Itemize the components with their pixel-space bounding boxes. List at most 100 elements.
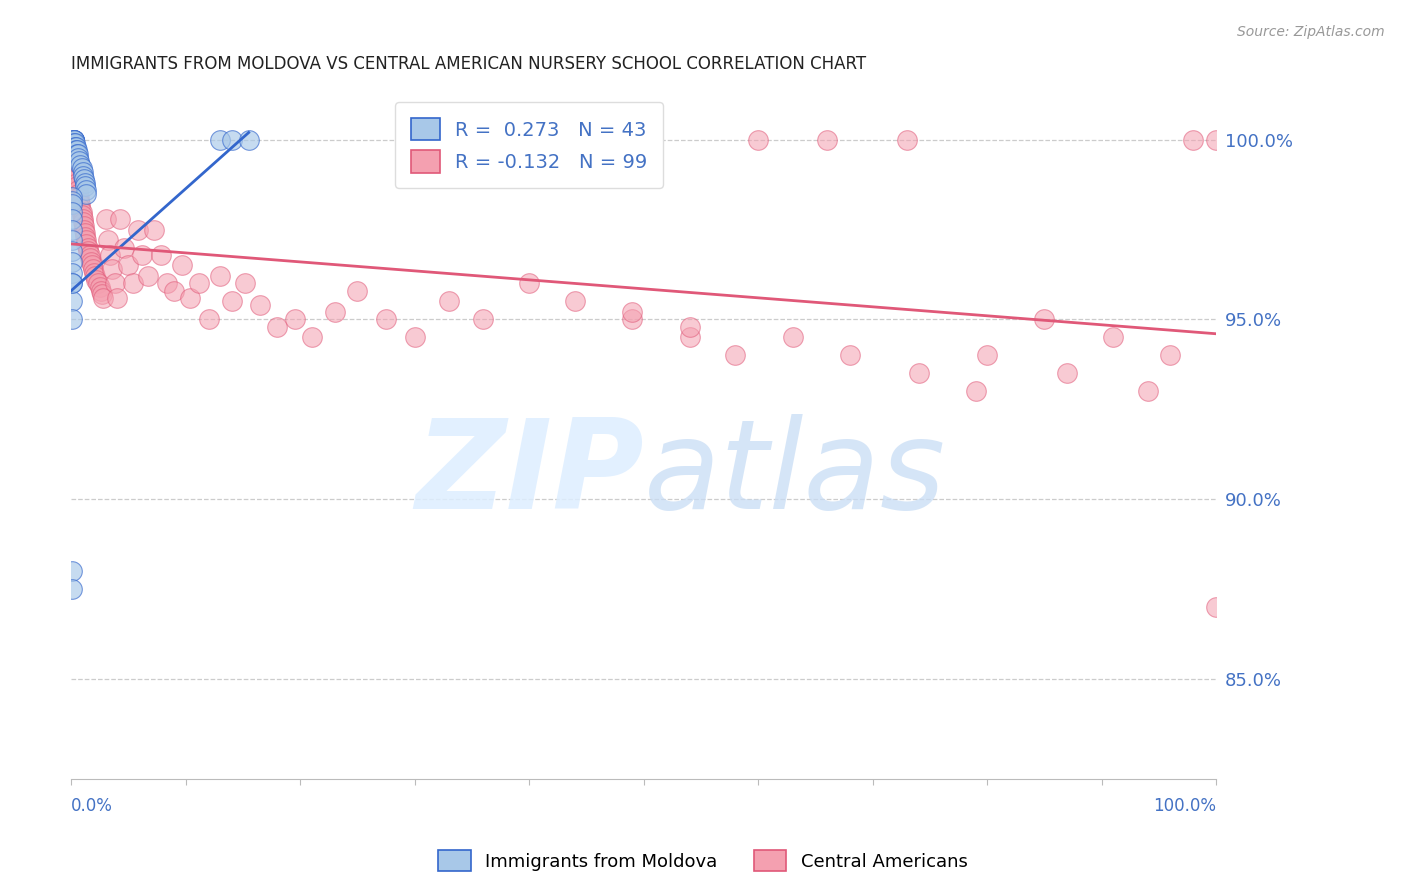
Point: [75, 183, 97, 197]
Point: [142, 222, 165, 236]
Point: [60, 312, 83, 326]
Point: [73, 226, 96, 240]
Point: [72, 169, 94, 183]
Point: [101, 262, 124, 277]
Point: [60, 190, 83, 204]
Point: [82, 262, 104, 277]
Point: [94, 211, 117, 226]
Point: [127, 222, 149, 236]
Point: [233, 277, 256, 291]
Point: [75, 236, 97, 251]
Point: [517, 277, 540, 291]
Legend: Immigrants from Moldova, Central Americans: Immigrants from Moldova, Central America…: [432, 843, 974, 879]
Point: [73, 179, 96, 194]
Point: [404, 330, 426, 344]
Point: [117, 259, 139, 273]
Point: [1205, 599, 1227, 614]
Point: [98, 248, 121, 262]
Point: [72, 211, 94, 226]
Point: [209, 133, 232, 147]
Point: [197, 312, 219, 326]
Point: [73, 176, 96, 190]
Point: [80, 259, 103, 273]
Point: [564, 294, 586, 309]
Point: [79, 248, 101, 262]
Point: [60, 277, 83, 291]
Point: [83, 266, 105, 280]
Point: [965, 384, 987, 399]
Point: [77, 244, 100, 259]
Point: [91, 287, 114, 301]
Point: [65, 144, 87, 158]
Point: [156, 277, 179, 291]
Point: [84, 269, 107, 284]
Point: [62, 147, 84, 161]
Point: [67, 186, 90, 201]
Point: [60, 277, 83, 291]
Point: [136, 269, 159, 284]
Text: 100.0%: 100.0%: [1153, 797, 1216, 814]
Point: [62, 144, 84, 158]
Point: [747, 133, 769, 147]
Point: [1033, 312, 1056, 326]
Point: [63, 136, 86, 151]
Point: [70, 204, 93, 219]
Point: [472, 312, 495, 326]
Point: [69, 158, 91, 172]
Text: 0.0%: 0.0%: [72, 797, 112, 814]
Point: [60, 211, 83, 226]
Point: [86, 277, 108, 291]
Point: [72, 215, 94, 229]
Point: [621, 312, 644, 326]
Point: [724, 348, 747, 362]
Point: [104, 277, 127, 291]
Point: [65, 140, 87, 154]
Text: Source: ZipAtlas.com: Source: ZipAtlas.com: [1237, 25, 1385, 39]
Point: [110, 211, 132, 226]
Point: [63, 165, 86, 179]
Point: [249, 298, 271, 312]
Point: [149, 248, 172, 262]
Point: [375, 312, 398, 326]
Point: [782, 330, 804, 344]
Point: [62, 136, 84, 151]
Point: [63, 154, 86, 169]
Point: [112, 240, 135, 254]
Point: [62, 133, 84, 147]
Point: [621, 305, 644, 319]
Point: [65, 169, 87, 183]
Point: [815, 133, 838, 147]
Point: [896, 133, 918, 147]
Point: [976, 348, 998, 362]
Point: [75, 186, 97, 201]
Point: [69, 201, 91, 215]
Point: [179, 291, 201, 305]
Point: [73, 222, 96, 236]
Point: [60, 582, 83, 596]
Point: [131, 248, 153, 262]
Point: [66, 176, 89, 190]
Point: [678, 319, 700, 334]
Legend: R =  0.273   N = 43, R = -0.132   N = 99: R = 0.273 N = 43, R = -0.132 N = 99: [395, 103, 664, 188]
Point: [678, 330, 700, 344]
Point: [86, 273, 108, 287]
Point: [62, 133, 84, 147]
Point: [437, 294, 460, 309]
Point: [97, 233, 120, 247]
Point: [66, 147, 89, 161]
Point: [70, 208, 93, 222]
Text: IMMIGRANTS FROM MOLDOVA VS CENTRAL AMERICAN NURSERY SCHOOL CORRELATION CHART: IMMIGRANTS FROM MOLDOVA VS CENTRAL AMERI…: [72, 55, 866, 73]
Point: [60, 266, 83, 280]
Point: [346, 284, 368, 298]
Point: [301, 330, 323, 344]
Point: [62, 133, 84, 147]
Point: [323, 305, 346, 319]
Point: [266, 319, 288, 334]
Point: [122, 277, 145, 291]
Point: [90, 284, 112, 298]
Point: [80, 255, 103, 269]
Point: [188, 277, 211, 291]
Point: [1056, 366, 1078, 380]
Point: [72, 165, 94, 179]
Point: [907, 366, 929, 380]
